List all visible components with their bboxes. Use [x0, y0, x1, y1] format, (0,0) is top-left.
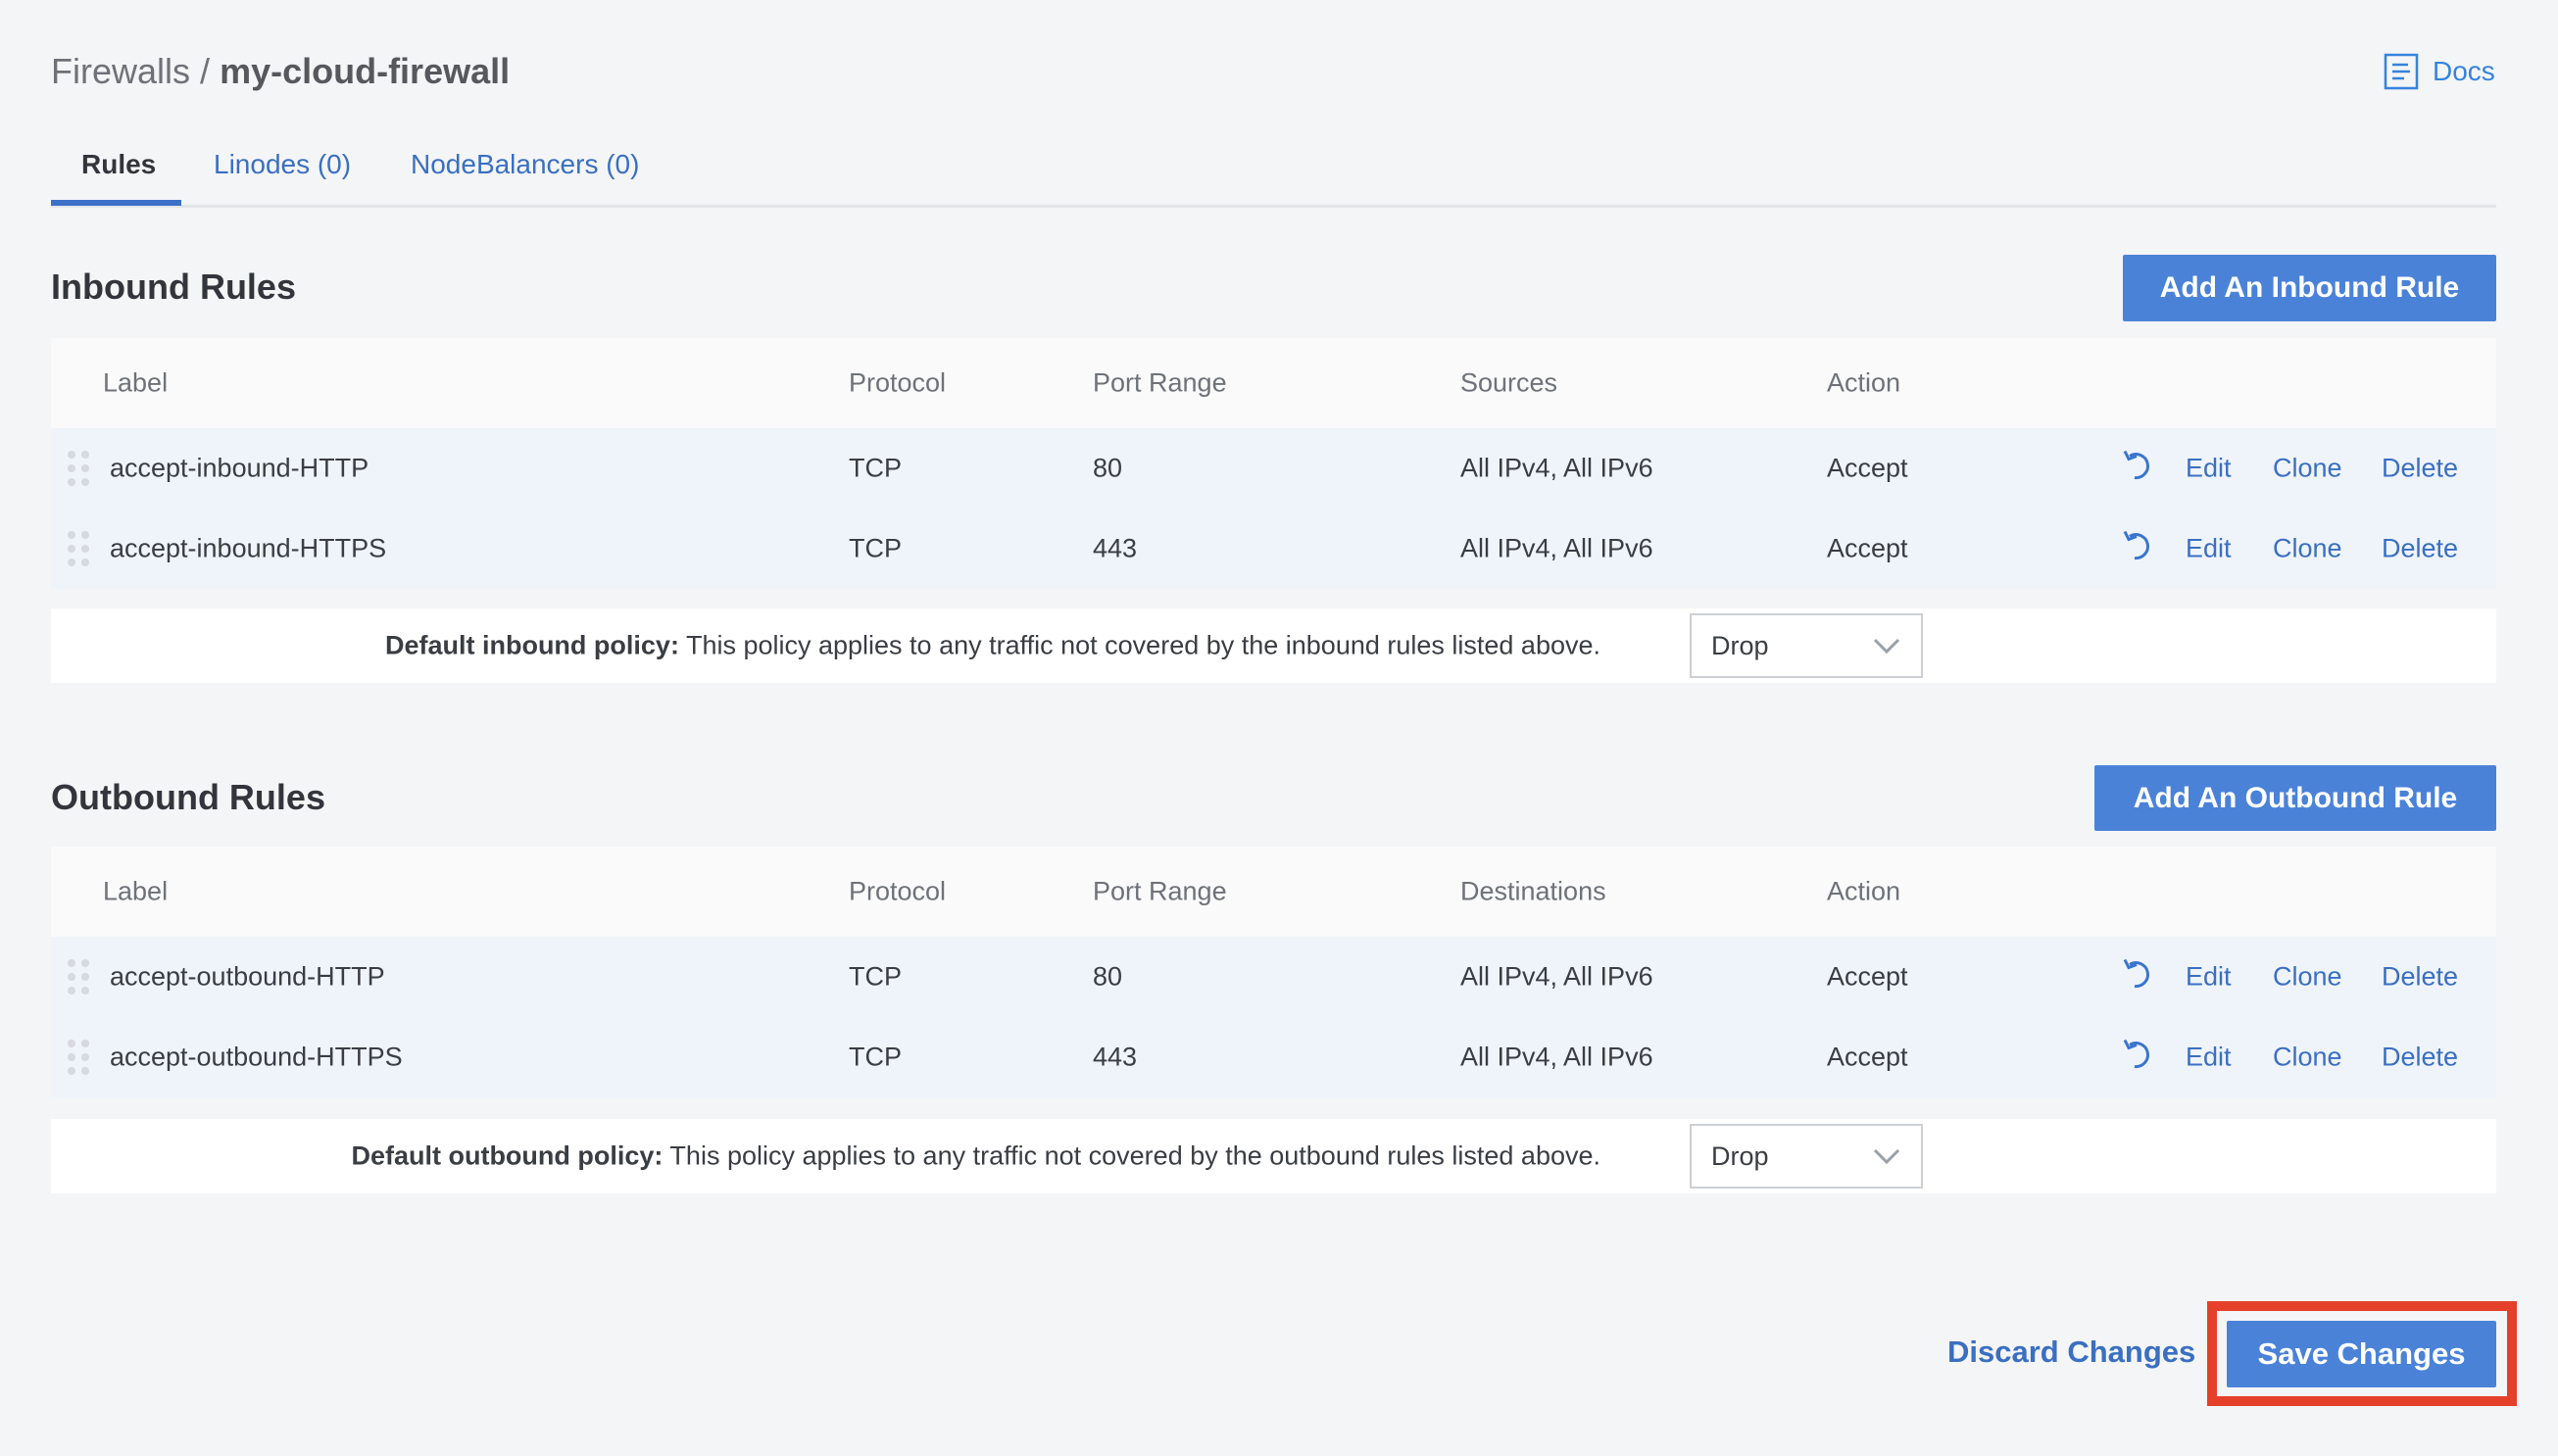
cell-label: accept-outbound-HTTP	[110, 961, 385, 992]
add-outbound-rule-button[interactable]: Add An Outbound Rule	[2094, 765, 2496, 831]
undo-icon[interactable]	[2121, 528, 2156, 570]
cell-action: Accept	[1827, 453, 1908, 483]
drag-handle-icon[interactable]	[68, 1040, 89, 1075]
highlight-box	[2207, 1301, 2517, 1406]
docs-icon	[2384, 53, 2419, 90]
cell-action: Accept	[1827, 961, 1908, 992]
column-header-action: Action	[1827, 876, 1901, 906]
save-changes-button[interactable]: Save Changes	[2227, 1321, 2496, 1387]
delete-rule-button[interactable]: Delete	[2382, 1042, 2459, 1072]
column-header-addresses: Sources	[1460, 367, 1558, 398]
column-header-label: Label	[103, 367, 169, 398]
chevron-down-icon	[1873, 638, 1900, 655]
cell-addresses: All IPv4, All IPv6	[1460, 1042, 1653, 1072]
cell-protocol: TCP	[849, 1042, 902, 1072]
cell-label: accept-outbound-HTTPS	[110, 1042, 403, 1072]
edit-rule-button[interactable]: Edit	[2186, 533, 2232, 563]
cell-action: Accept	[1827, 1042, 1908, 1072]
cell-action: Accept	[1827, 533, 1908, 563]
cell-port-range: 443	[1093, 1042, 1138, 1072]
cell-protocol: TCP	[849, 533, 902, 563]
cell-port-range: 80	[1093, 453, 1123, 483]
outbound-policy-select[interactable]: Drop	[1690, 1124, 1923, 1189]
table-row: accept-outbound-HTTPS TCP 443 All IPv4, All…	[51, 1017, 2496, 1097]
column-header-protocol: Protocol	[849, 876, 947, 906]
chevron-down-icon	[1873, 1148, 1900, 1165]
discard-changes-button[interactable]: Discard Changes	[1947, 1335, 2196, 1369]
docs-label: Docs	[2433, 56, 2495, 86]
column-header-addresses: Destinations	[1460, 876, 1606, 906]
cell-addresses: All IPv4, All IPv6	[1460, 961, 1653, 992]
drag-handle-icon[interactable]	[68, 959, 89, 995]
delete-rule-button[interactable]: Delete	[2382, 453, 2459, 483]
undo-icon[interactable]	[2121, 448, 2156, 490]
inbound-policy-row: Default inbound policy: This policy appl…	[51, 608, 2496, 683]
breadcrumb: Firewalls / my-cloud-firewall	[51, 51, 510, 92]
clone-rule-button[interactable]: Clone	[2273, 961, 2342, 992]
tab-bar: Rules Linodes (0) NodeBalancers (0)	[51, 137, 2496, 208]
delete-rule-button[interactable]: Delete	[2382, 961, 2459, 992]
column-header-port-range: Port Range	[1093, 367, 1227, 398]
drag-handle-icon[interactable]	[68, 451, 89, 486]
inbound-policy-text: Default inbound policy: This policy appl…	[384, 630, 1600, 660]
tab-nodebalancers[interactable]: NodeBalancers (0)	[411, 149, 640, 179]
column-header-protocol: Protocol	[849, 367, 947, 398]
breadcrumb-separator: /	[200, 51, 211, 91]
clone-rule-button[interactable]: Clone	[2273, 453, 2342, 483]
breadcrumb-firewalls-link[interactable]: Firewalls	[51, 51, 191, 91]
outbound-policy-text: Default outbound policy: This policy app…	[351, 1141, 1600, 1171]
outbound-policy-row: Default outbound policy: This policy app…	[51, 1119, 2496, 1193]
table-row: accept-inbound-HTTP TCP 80 All IPv4, All IP…	[51, 428, 2496, 509]
column-header-port-range: Port Range	[1093, 876, 1227, 906]
cell-port-range: 80	[1093, 961, 1123, 992]
edit-rule-button[interactable]: Edit	[2186, 453, 2232, 483]
cell-protocol: TCP	[849, 961, 902, 992]
table-row: accept-inbound-HTTPS TCP 443 All IPv4, All …	[51, 509, 2496, 589]
cell-label: accept-inbound-HTTPS	[110, 533, 387, 563]
table-row: accept-outbound-HTTP TCP 80 All IPv4, All I…	[51, 937, 2496, 1017]
tab-rules[interactable]: Rules	[81, 149, 157, 179]
edit-rule-button[interactable]: Edit	[2186, 961, 2232, 992]
column-header-label: Label	[103, 876, 169, 906]
inbound-policy-select[interactable]: Drop	[1690, 613, 1923, 678]
column-header-action: Action	[1827, 367, 1901, 398]
tab-linodes[interactable]: Linodes (0)	[214, 149, 352, 179]
active-tab-indicator	[51, 200, 181, 206]
table-header: Label Protocol Port Range Destinations Actio…	[51, 847, 2496, 937]
outbound-rules-table: Label Protocol Port Range Destinations Actio…	[51, 847, 2496, 1097]
drag-handle-icon[interactable]	[68, 531, 89, 566]
undo-icon[interactable]	[2121, 956, 2156, 998]
cell-addresses: All IPv4, All IPv6	[1460, 533, 1653, 563]
delete-rule-button[interactable]: Delete	[2382, 533, 2459, 563]
breadcrumb-current: my-cloud-firewall	[220, 51, 511, 91]
inbound-policy-value: Drop	[1711, 630, 1769, 660]
edit-rule-button[interactable]: Edit	[2186, 1042, 2232, 1072]
inbound-rules-table: Label Protocol Port Range Sources Action acce…	[51, 338, 2496, 589]
table-header: Label Protocol Port Range Sources Action	[51, 338, 2496, 428]
outbound-rules-title: Outbound Rules	[51, 777, 325, 817]
cell-label: accept-inbound-HTTP	[110, 453, 369, 483]
clone-rule-button[interactable]: Clone	[2273, 1042, 2342, 1072]
clone-rule-button[interactable]: Clone	[2273, 533, 2342, 563]
inbound-rules-title: Inbound Rules	[51, 267, 296, 307]
docs-link[interactable]: Docs	[2384, 53, 2495, 90]
add-inbound-rule-button[interactable]: Add An Inbound Rule	[2123, 255, 2496, 321]
cell-addresses: All IPv4, All IPv6	[1460, 453, 1653, 483]
undo-icon[interactable]	[2121, 1037, 2156, 1079]
cell-protocol: TCP	[849, 453, 902, 483]
cell-port-range: 443	[1093, 533, 1138, 563]
outbound-policy-value: Drop	[1711, 1141, 1769, 1171]
